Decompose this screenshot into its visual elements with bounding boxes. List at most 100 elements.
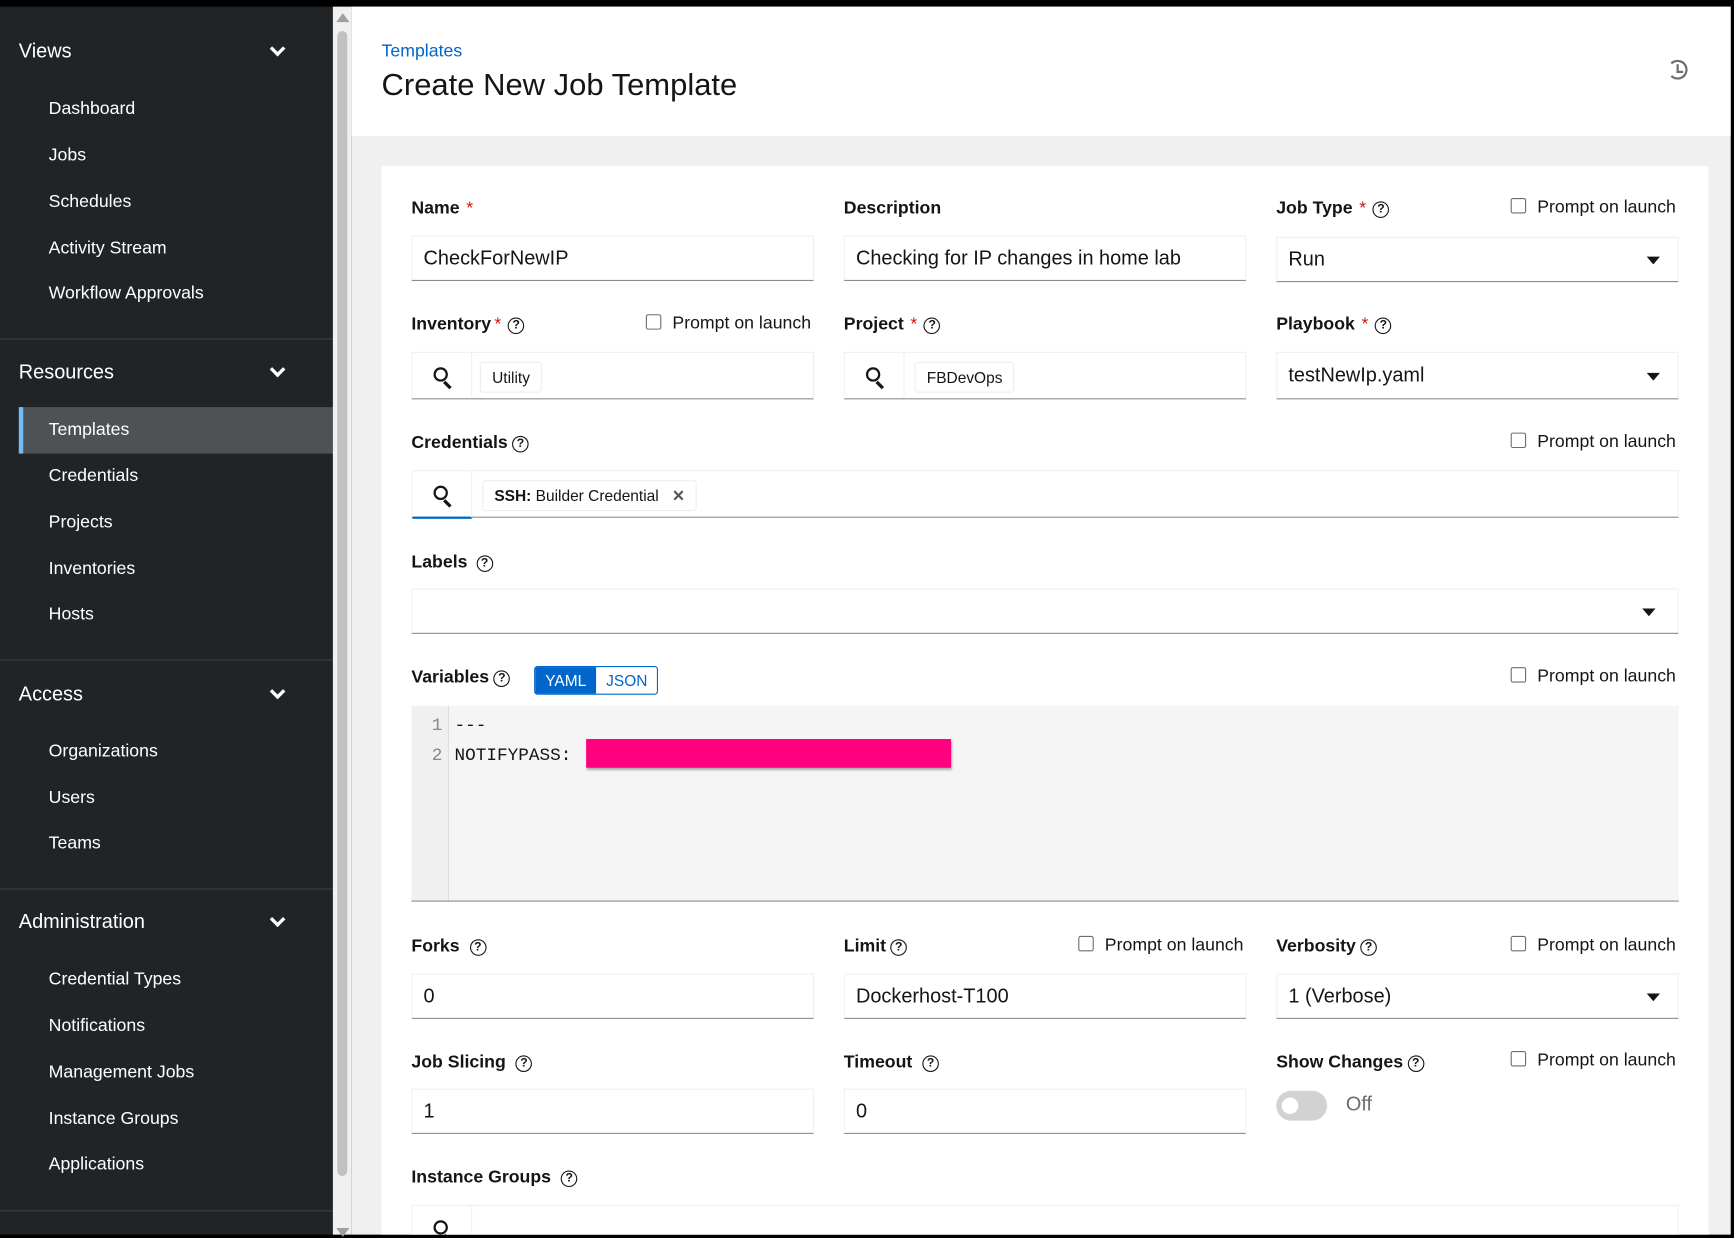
scrollbar-thumb[interactable] [337, 30, 348, 1176]
variables-label: Variables? [411, 668, 511, 688]
close-icon[interactable]: ✕ [671, 486, 685, 505]
playbook-label: Playbook *? [1276, 315, 1392, 335]
line-numbers: 1 2 [411, 705, 449, 901]
search-icon[interactable] [845, 352, 905, 399]
chevron-down-icon[interactable] [269, 911, 286, 928]
show-changes-label: Show Changes? [1276, 1053, 1425, 1073]
help-icon: ? [507, 317, 525, 335]
divider [0, 888, 333, 890]
sidebar-item-management-jobs[interactable]: Management Jobs [48, 1063, 195, 1082]
chevron-down-icon[interactable] [269, 683, 286, 700]
instance-groups-lookup[interactable] [411, 1204, 1679, 1235]
description-value: Checking for IP changes in home lab [855, 246, 1181, 269]
help-icon: ? [469, 939, 487, 956]
sidebar-item-schedules[interactable]: Schedules [48, 192, 132, 212]
sidebar-section-resources[interactable]: Resources [18, 360, 114, 383]
variables-prompt-checkbox[interactable]: Prompt on launch [1510, 667, 1676, 687]
verbosity-label: Verbosity? [1276, 937, 1377, 957]
sidebar-item-credential-types[interactable]: Credential Types [48, 970, 182, 990]
forks-label: Forks? [411, 937, 487, 957]
project-lookup[interactable]: FBDevOps [843, 351, 1247, 400]
project-label: Project *? [844, 315, 941, 335]
caret-down-icon [1646, 372, 1660, 381]
sidebar-item-organizations[interactable]: Organizations [48, 742, 158, 762]
help-icon: ? [493, 670, 511, 688]
sidebar-item-inventories[interactable]: Inventories [48, 559, 136, 579]
credentials-label: Credentials? [411, 434, 529, 454]
show-changes-state: Off [1345, 1093, 1373, 1116]
sidebar-item-workflow-approvals[interactable]: Workflow Approvals [48, 284, 204, 304]
help-icon: ? [512, 435, 529, 453]
inventory-prompt-checkbox[interactable]: Prompt on launch [645, 314, 811, 334]
inventory-lookup[interactable]: Utility [411, 351, 814, 400]
sidebar-item-dashboard[interactable]: Dashboard [48, 99, 136, 119]
sidebar-item-notifications[interactable]: Notifications [48, 1016, 146, 1036]
breadcrumb-templates[interactable]: Templates [381, 42, 463, 61]
help-icon: ? [476, 555, 493, 572]
sidebar-item-templates[interactable]: Templates [18, 407, 333, 454]
search-icon[interactable] [413, 1205, 473, 1235]
name-input[interactable]: CheckForNewIP [411, 235, 814, 282]
sidebar-section-views[interactable]: Views [18, 39, 72, 62]
playbook-value: testNewIp.yaml [1288, 363, 1425, 387]
variables-editor[interactable]: 1 2 --- NOTIFYPASS: [411, 705, 1679, 902]
credentials-lookup[interactable]: SSH: Builder Credential ✕ [411, 470, 1679, 519]
page-title: Create New Job Template [381, 67, 738, 102]
timeout-label: Timeout? [844, 1053, 939, 1073]
yaml-button[interactable]: YAML [535, 667, 597, 694]
playbook-select[interactable]: testNewIp.yaml [1276, 351, 1679, 400]
sidebar-item-instance-groups[interactable]: Instance Groups [48, 1109, 179, 1129]
sidebar-item-jobs[interactable]: Jobs [48, 146, 87, 165]
help-icon: ? [922, 1055, 939, 1073]
job-slicing-label: Job Slicing? [411, 1053, 533, 1073]
chevron-down-icon[interactable] [269, 361, 286, 378]
json-button[interactable]: JSON [606, 671, 648, 690]
job-slicing-input[interactable]: 1 [411, 1088, 814, 1134]
timeout-input[interactable]: 0 [843, 1088, 1247, 1134]
limit-input[interactable]: Dockerhost-T100 [843, 973, 1247, 1019]
scroll-up-icon[interactable] [336, 13, 350, 23]
sidebar-section-administration[interactable]: Administration [18, 910, 145, 933]
chevron-down-icon[interactable] [269, 40, 286, 57]
help-icon: ? [1372, 201, 1390, 218]
credential-chip: SSH: Builder Credential ✕ [482, 480, 698, 512]
labels-select[interactable] [411, 588, 1679, 634]
description-input[interactable]: Checking for IP changes in home lab [843, 235, 1247, 282]
sidebar-section-access[interactable]: Access [18, 682, 83, 705]
help-icon: ? [923, 317, 941, 335]
scrollbar[interactable] [332, 6, 352, 1237]
sidebar-item-applications[interactable]: Applications [48, 1154, 145, 1174]
caret-down-icon [1646, 256, 1660, 264]
help-icon: ? [1407, 1055, 1425, 1073]
history-icon[interactable] [1667, 59, 1688, 80]
code-content: --- NOTIFYPASS: [454, 715, 572, 766]
limit-prompt-checkbox[interactable]: Prompt on launch [1078, 935, 1243, 956]
verbosity-select[interactable]: 1 (Verbose) [1276, 973, 1679, 1019]
main-content: Templates Create New Job Template Name * … [351, 6, 1731, 1235]
sidebar-item-teams[interactable]: Teams [48, 834, 101, 853]
credentials-prompt-checkbox[interactable]: Prompt on launch [1510, 432, 1676, 453]
forks-input[interactable]: 0 [411, 973, 814, 1019]
search-icon[interactable] [413, 352, 473, 399]
limit-label: Limit? [844, 937, 908, 957]
sidebar-item-activity-stream[interactable]: Activity Stream [48, 238, 167, 258]
sidebar-item-hosts[interactable]: Hosts [48, 605, 94, 624]
sidebar-item-projects[interactable]: Projects [48, 513, 113, 533]
redaction-bar [586, 739, 952, 768]
verbosity-prompt-checkbox[interactable]: Prompt on launch [1510, 935, 1676, 956]
sidebar-item-users[interactable]: Users [48, 788, 95, 808]
job-type-label: Job Type *? [1276, 199, 1390, 219]
divider [0, 659, 333, 661]
sidebar-item-credentials[interactable]: Credentials [48, 466, 139, 486]
sidebar: Views Dashboard Jobs Schedules Activity … [0, 6, 333, 1235]
show-changes-prompt-checkbox[interactable]: Prompt on launch [1510, 1050, 1676, 1071]
caret-down-icon [1646, 992, 1660, 1001]
name-value: CheckForNewIP [423, 246, 569, 269]
page-header: Templates Create New Job Template [351, 6, 1731, 137]
scroll-down-icon[interactable] [336, 1227, 350, 1237]
show-changes-switch[interactable] [1276, 1090, 1328, 1121]
job-type-select[interactable]: Run [1276, 236, 1679, 283]
help-icon: ? [560, 1170, 578, 1188]
search-icon[interactable] [412, 471, 473, 519]
job-type-prompt-checkbox[interactable]: Prompt on launch [1510, 198, 1676, 218]
